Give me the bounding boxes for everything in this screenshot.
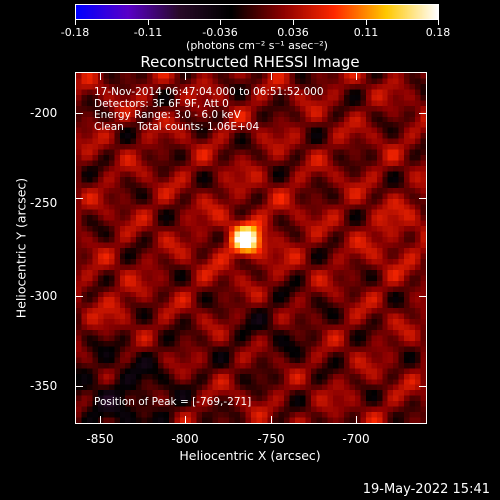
x-tick-top [356, 73, 357, 80]
colorbar [75, 4, 439, 20]
annotation-counts: Clean Total counts: 1.06E+04 [94, 120, 260, 133]
y-axis-label: Heliocentric Y (arcsec) [13, 177, 29, 319]
x-tick [185, 416, 186, 423]
x-tick [356, 416, 357, 423]
y-tick-label: -300 [30, 289, 58, 303]
x-tick [271, 416, 272, 423]
annotation-detectors: Detectors: 3F 6F 9F, Att 0 [94, 97, 229, 110]
y-tick [76, 113, 83, 114]
colorbar-units: (photons cm⁻² s⁻¹ asec⁻²) [186, 39, 328, 52]
y-tick [76, 386, 83, 387]
colorbar-tick-label: 0.11 [353, 26, 379, 39]
colorbar-tick [293, 20, 294, 25]
colorbar-tick [75, 20, 76, 25]
y-tick [76, 296, 83, 297]
y-tick-label: -250 [30, 196, 58, 210]
x-tick-top [100, 73, 101, 80]
colorbar-tick-label: 0.18 [425, 26, 451, 39]
x-tick-label: -700 [342, 432, 370, 446]
x-tick [100, 416, 101, 423]
colorbar-tick [438, 20, 439, 25]
y-tick-label: -200 [30, 106, 58, 120]
annotation-time-range: 17-Nov-2014 06:47:04.000 to 06:51:52.000 [94, 86, 324, 98]
x-tick-label: -750 [257, 432, 285, 446]
annotation-energy-range: Energy Range: 3.0 - 6.0 keV [94, 109, 241, 121]
plot-title: Reconstructed RHESSI Image [140, 53, 360, 71]
colorbar-tick-label: 0.036 [277, 26, 309, 39]
colorbar-tick-label: -0.036 [202, 26, 238, 39]
rhessi-image [76, 73, 426, 423]
x-tick-label: -800 [171, 432, 199, 446]
colorbar-tick [148, 20, 149, 25]
x-tick-top [185, 73, 186, 80]
colorbar-gradient [76, 5, 438, 19]
y-tick-right [419, 386, 426, 387]
y-tick-right [419, 113, 426, 114]
x-axis-label: Heliocentric X (arcsec) [179, 448, 321, 463]
x-tick-top [271, 73, 272, 80]
colorbar-tick [366, 20, 367, 25]
y-tick [76, 198, 83, 199]
y-tick-label: -350 [30, 379, 58, 393]
colorbar-tick [220, 20, 221, 25]
y-tick-right [419, 296, 426, 297]
x-tick-label: -850 [86, 432, 114, 446]
timestamp: 19-May-2022 15:41 [362, 482, 490, 497]
colorbar-tick-label: -0.18 [60, 26, 90, 39]
y-tick-right [419, 198, 426, 199]
image-plot: 17-Nov-2014 06:47:04.000 to 06:51:52.000… [75, 72, 427, 424]
annotation-peak-position: Position of Peak = [-769,-271] [94, 396, 252, 408]
colorbar-tick-label: -0.11 [133, 26, 163, 39]
